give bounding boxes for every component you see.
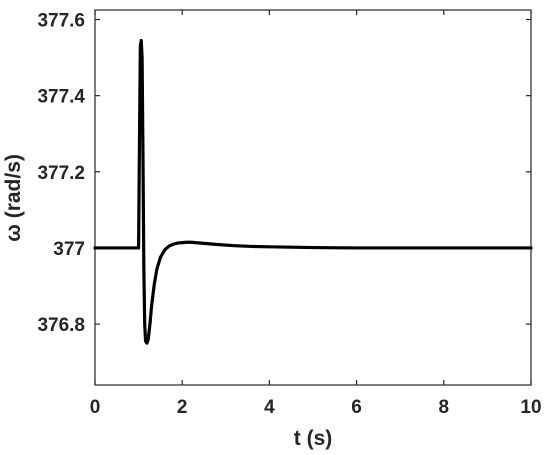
- y-tick-label: 377.2: [37, 163, 85, 184]
- x-tick-label: 6: [351, 397, 362, 418]
- x-tick-label: 2: [177, 397, 188, 418]
- y-axis-label: ω (rad/s): [2, 154, 25, 242]
- x-axis-ticks: 0 2 4 6 8 10: [90, 10, 542, 418]
- x-tick-label: 4: [264, 397, 275, 418]
- y-axis-ticks: 376.8 377 377.2 377.4 377.6: [37, 11, 531, 336]
- y-tick-label: 377.6: [37, 11, 85, 32]
- x-axis-label: t (s): [294, 427, 333, 450]
- y-tick-label: 376.8: [37, 315, 85, 336]
- y-tick-label: 377: [53, 239, 85, 260]
- x-tick-label: 0: [90, 397, 101, 418]
- x-tick-label: 10: [520, 397, 541, 418]
- series-line: [93, 38, 533, 345]
- x-tick-label: 8: [439, 397, 450, 418]
- y-tick-label: 377.4: [37, 87, 85, 108]
- plot-frame: [94, 9, 532, 386]
